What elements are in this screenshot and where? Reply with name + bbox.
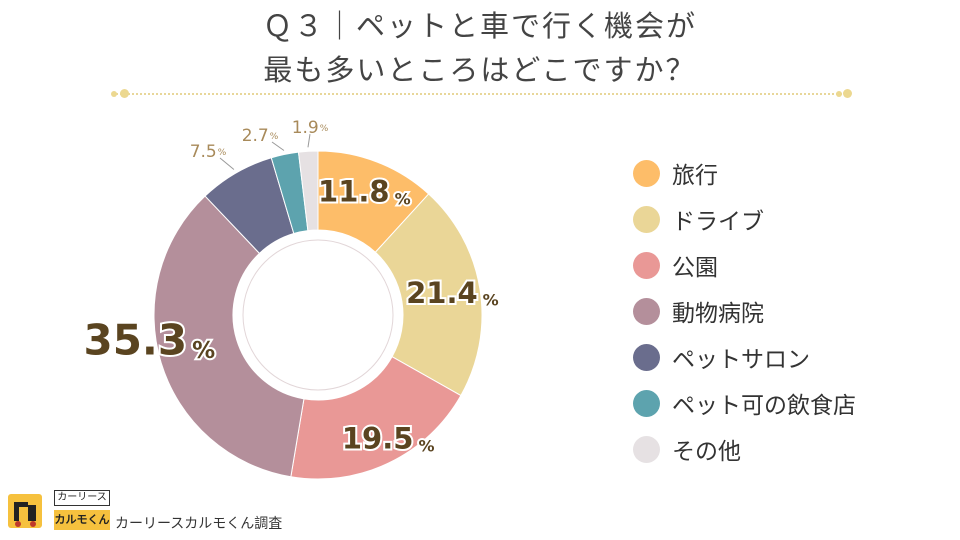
divider-dot-right-small xyxy=(836,91,842,97)
data-label-その他: 1.9% xyxy=(292,118,329,138)
data-label-ペット可の飲食店: 2.7% xyxy=(242,126,279,146)
slice-その他 xyxy=(297,150,319,232)
legend-swatch xyxy=(633,343,660,371)
slice-動物病院 xyxy=(153,195,305,478)
legend-label: 旅行 xyxy=(672,163,718,189)
leader-line-ペット可の飲食店 xyxy=(271,141,285,151)
legend-item-公園: 公園 xyxy=(633,242,933,288)
title-divider xyxy=(116,93,850,95)
legend-item-ドライブ: ドライブ xyxy=(633,196,933,242)
legend-swatch xyxy=(633,297,660,325)
divider-dot-left xyxy=(120,89,129,98)
data-label-動物病院: 35.3% xyxy=(83,315,215,364)
divider-dot-right xyxy=(843,89,852,98)
legend-swatch xyxy=(633,205,660,233)
brand-logo: カーリース カルモくん xyxy=(6,490,110,534)
chart-title-line-1: Ｑ３｜ペットと車で行く機会が xyxy=(262,9,697,43)
donut-hole xyxy=(242,239,394,391)
legend-item-その他: その他 xyxy=(633,426,933,472)
slice-ドライブ xyxy=(374,193,483,397)
legend-item-ペット可の飲食店: ペット可の飲食店 xyxy=(633,380,933,426)
donut-inner-ring xyxy=(235,232,401,398)
leader-line-その他 xyxy=(307,133,311,148)
legend-label: ペット可の飲食店 xyxy=(672,393,856,419)
legend-label: ドライブ xyxy=(672,209,764,235)
data-label-ペットサロン: 7.5% xyxy=(190,142,227,162)
legend-swatch xyxy=(633,251,660,279)
data-label-ドライブ: 21.4% xyxy=(406,276,499,310)
leader-line-ペットサロン xyxy=(219,157,235,170)
source-note: カーリースカルモくん調査 xyxy=(115,516,283,532)
legend-item-ペットサロン: ペットサロン xyxy=(633,334,933,380)
legend-item-動物病院: 動物病院 xyxy=(633,288,933,334)
legend-label: その他 xyxy=(672,439,741,465)
divider-dot-left-small xyxy=(111,91,117,97)
chart-title: Ｑ３｜ペットと車で行く機会が 最も多いところはどこですか？ xyxy=(0,4,960,92)
data-label-公園: 19.5% xyxy=(342,421,435,455)
logo-text-bottom: カルモくん xyxy=(54,510,110,530)
logo-text-top: カーリース xyxy=(54,490,110,506)
legend-swatch xyxy=(633,435,660,463)
data-label-旅行: 11.8% xyxy=(318,175,411,209)
legend-label: ペットサロン xyxy=(672,347,810,373)
legend-swatch xyxy=(633,389,660,417)
legend-label: 公園 xyxy=(672,255,718,281)
logo-car-icon xyxy=(8,494,42,528)
chart-legend: 旅行ドライブ公園動物病院ペットサロンペット可の飲食店 その他 xyxy=(633,150,933,472)
donut-chart: 11.8 % 21.4 % 19.5 % 35.3 % 7.5% 2.7% 1.9% xyxy=(81,117,501,480)
chart-title-line-2: 最も多いところはどこですか？ xyxy=(263,53,697,87)
slice-公園 xyxy=(290,356,462,480)
legend-label: 動物病院 xyxy=(672,301,764,327)
legend-swatch xyxy=(633,159,660,187)
legend-item-旅行: 旅行 xyxy=(633,150,933,196)
